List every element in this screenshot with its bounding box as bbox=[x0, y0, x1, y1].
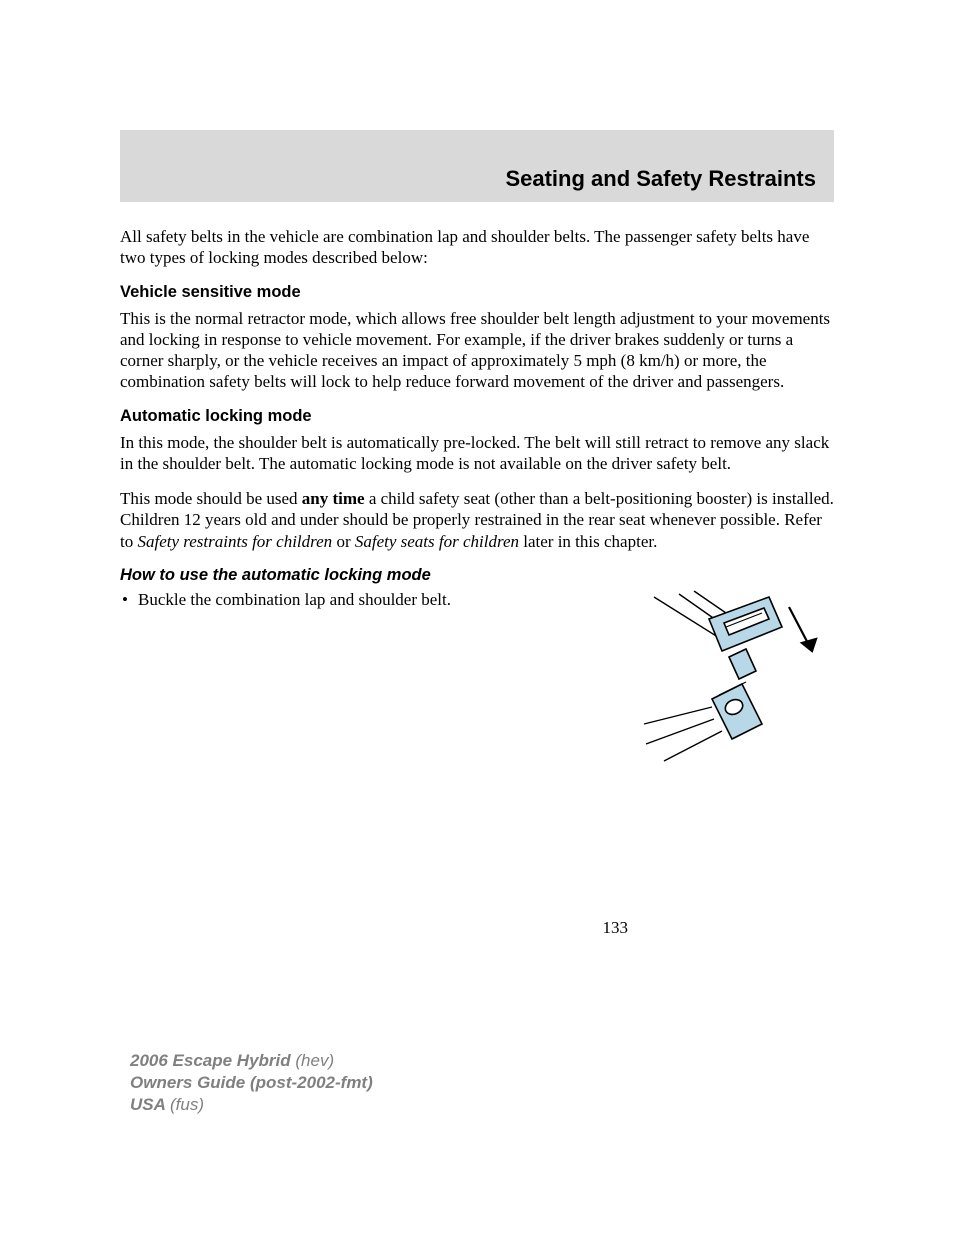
footer-line-1: 2006 Escape Hybrid (hev) bbox=[130, 1050, 373, 1072]
text-italic: Safety restraints for children bbox=[137, 532, 332, 551]
bullet-item: Buckle the combination lap and shoulder … bbox=[120, 589, 634, 610]
section-heading-vehicle-sensitive: Vehicle sensitive mode bbox=[120, 283, 834, 302]
footer-bold: Owners Guide (post-2002-fmt) bbox=[130, 1073, 373, 1092]
text-run: This mode should be used bbox=[120, 489, 302, 508]
footer-bold: 2006 Escape Hybrid bbox=[130, 1051, 295, 1070]
bullet-row: Buckle the combination lap and shoulder … bbox=[120, 589, 834, 779]
figure-column bbox=[634, 589, 834, 779]
footer-bold: USA bbox=[130, 1095, 170, 1114]
section2-body2: This mode should be used any time a chil… bbox=[120, 488, 834, 552]
text-run: or bbox=[332, 532, 355, 551]
page-container: Seating and Safety Restraints All safety… bbox=[0, 0, 954, 779]
bullet-column: Buckle the combination lap and shoulder … bbox=[120, 589, 634, 610]
section-heading-automatic-locking: Automatic locking mode bbox=[120, 407, 834, 426]
text-italic: Safety seats for children bbox=[355, 532, 519, 551]
intro-paragraph: All safety belts in the vehicle are comb… bbox=[120, 226, 834, 269]
footer-line-2: Owners Guide (post-2002-fmt) bbox=[130, 1072, 373, 1094]
section1-body: This is the normal retractor mode, which… bbox=[120, 308, 834, 393]
section2-body1: In this mode, the shoulder belt is autom… bbox=[120, 432, 834, 475]
footer-block: 2006 Escape Hybrid (hev) Owners Guide (p… bbox=[130, 1050, 373, 1116]
footer-line-3: USA (fus) bbox=[130, 1094, 373, 1116]
footer-italic: (fus) bbox=[170, 1095, 204, 1114]
seatbelt-buckle-icon bbox=[634, 589, 834, 779]
header-bar: Seating and Safety Restraints bbox=[120, 130, 834, 202]
sub-heading-how-to-use: How to use the automatic locking mode bbox=[120, 566, 834, 585]
footer-italic: (hev) bbox=[295, 1051, 334, 1070]
text-run: later in this chapter. bbox=[519, 532, 657, 551]
page-number: 133 bbox=[603, 918, 629, 938]
text-bold: any time bbox=[302, 489, 365, 508]
chapter-title: Seating and Safety Restraints bbox=[505, 166, 816, 192]
